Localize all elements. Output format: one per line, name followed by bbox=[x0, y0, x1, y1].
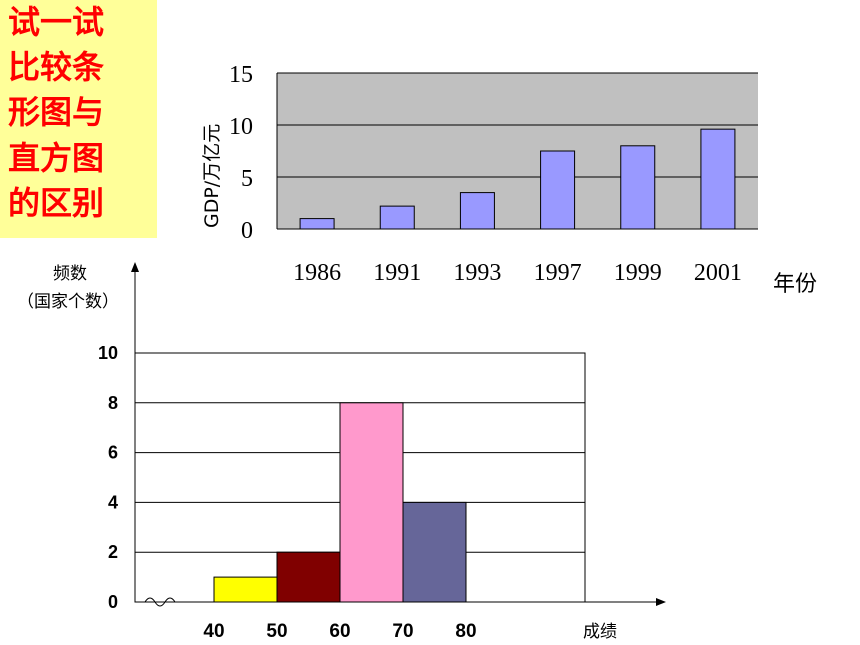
bottom-chart-x-axis-label: 成绩 bbox=[583, 622, 617, 642]
top-chart-y-tick-label: 15 bbox=[229, 62, 253, 88]
top-chart-x-tick-label: 1997 bbox=[534, 260, 582, 286]
bottom-chart-x-tick-label: 40 bbox=[203, 621, 224, 642]
top-chart-x-tick-label: 2001 bbox=[694, 260, 742, 286]
top-chart-bar bbox=[700, 128, 736, 230]
top-chart-x-tick-label: 1991 bbox=[373, 260, 421, 286]
top-chart-x-axis-label: 年份 bbox=[773, 272, 817, 297]
bottom-chart-y-tick-label: 10 bbox=[98, 343, 118, 363]
bottom-chart-y-tick-label: 4 bbox=[108, 492, 118, 512]
bottom-chart-y-tick-label: 2 bbox=[108, 542, 118, 562]
top-chart-gridlines bbox=[277, 72, 758, 178]
side-label-line: 直方图 bbox=[8, 139, 105, 177]
bottom-chart-x-tick-label: 80 bbox=[455, 621, 476, 642]
top-chart-bar bbox=[459, 192, 495, 230]
side-label-line: 比较条 bbox=[8, 48, 105, 86]
side-label-line: 试一试 bbox=[8, 3, 105, 41]
bottom-chart-y-tick-label: 8 bbox=[108, 393, 118, 413]
bottom-chart-y-tick-label: 0 bbox=[108, 592, 118, 612]
bottom-chart-x-ticks: 40 50 60 70 80 bbox=[203, 621, 476, 642]
bottom-chart-x-tick-label: 50 bbox=[266, 621, 287, 642]
top-chart-bar bbox=[379, 205, 415, 230]
side-label-line: 的区别 bbox=[8, 184, 105, 222]
bottom-chart-y-axis-label-line2: （国家个数） bbox=[17, 292, 119, 312]
top-chart-bar bbox=[540, 150, 576, 230]
top-chart-y-tick-label: 0 bbox=[241, 218, 253, 244]
side-label-line: 形图与 bbox=[8, 93, 105, 131]
histogram-bar bbox=[276, 551, 341, 603]
top-chart-bar bbox=[620, 145, 656, 230]
histogram-bar bbox=[339, 402, 404, 603]
top-chart-x-ticks: 1986 1991 1993 1997 1999 2001 bbox=[293, 260, 742, 286]
histogram-bar bbox=[402, 501, 467, 603]
top-chart-bar bbox=[299, 218, 335, 230]
bottom-chart-x-tick-label: 70 bbox=[392, 621, 413, 642]
top-chart-x-tick-label: 1999 bbox=[614, 260, 662, 286]
bottom-chart-x-tick-label: 60 bbox=[329, 621, 350, 642]
top-chart-y-tick-label: 5 bbox=[241, 166, 253, 192]
bottom-chart-x-axis-arrow bbox=[656, 598, 666, 606]
side-label-box: 试一试 比较条 形图与 直方图 的区别 bbox=[0, 0, 157, 238]
bottom-chart-y-axis-arrow bbox=[131, 262, 139, 272]
top-chart-y-ticks: 0 5 10 15 bbox=[229, 62, 253, 244]
axis-break-icon bbox=[144, 597, 176, 607]
bottom-chart-y-ticks: 0 2 4 6 8 10 bbox=[98, 343, 118, 612]
top-chart-bars bbox=[299, 128, 736, 230]
top-chart-x-tick-label: 1986 bbox=[293, 260, 341, 286]
bottom-chart-bars bbox=[213, 402, 467, 603]
bottom-chart-y-tick-label: 6 bbox=[108, 443, 118, 463]
top-chart-y-tick-label: 10 bbox=[229, 114, 253, 140]
bottom-chart-y-axis-label-line1: 频数 bbox=[53, 264, 87, 284]
top-chart-y-axis-label: GDP/万亿元 bbox=[201, 124, 223, 228]
histogram-bar bbox=[213, 576, 278, 603]
top-chart-plot-area bbox=[277, 73, 758, 229]
top-chart-x-tick-label: 1993 bbox=[453, 260, 501, 286]
